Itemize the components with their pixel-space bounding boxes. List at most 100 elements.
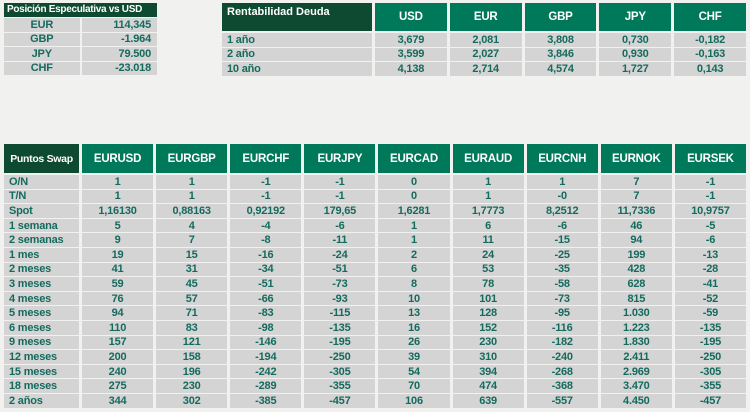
row-label: 5 meses <box>4 306 79 320</box>
table-row-2-semanas: 2 semanas 9 7 -8 -11 1 11 -15 94 -6 <box>4 233 746 247</box>
cell-value: 11 <box>452 233 524 247</box>
cell-value: 302 <box>156 393 228 408</box>
row-label: 1 año <box>222 33 372 47</box>
cell-value: -305 <box>674 364 746 379</box>
cell-value: 9 <box>82 233 154 247</box>
cell-value: -242 <box>230 364 302 379</box>
cell-value: -16 <box>230 247 302 262</box>
cell-value: 5 <box>82 218 154 233</box>
cell-value: 45 <box>156 277 228 291</box>
cell-value: -83 <box>230 306 302 320</box>
row-label: 18 meses <box>4 379 79 393</box>
cell-value: -0,163 <box>674 47 746 61</box>
row-label: 2 años <box>4 393 79 408</box>
cell-value: -305 <box>304 364 376 379</box>
rentabilidad-deuda-column-header-jpy: JPY <box>599 3 672 31</box>
table-row-2-a-o: 2 año 3,599 2,027 3,846 0,930 -0,163 <box>222 47 746 61</box>
cell-value: -66 <box>230 291 302 306</box>
puntos-swap-column-header-eurnok: EURNOK <box>600 144 672 173</box>
puntos-swap-column-header-eurusd: EURUSD <box>82 144 154 173</box>
cell-value: -51 <box>230 277 302 291</box>
row-label: 10 año <box>222 62 372 76</box>
rentabilidad-deuda-column-header-gbp: GBP <box>524 3 597 31</box>
cell-value: 0,930 <box>599 47 672 61</box>
puntos-swap-header-row: Puntos Swap EURUSD EURGBP EURCHF EURJPY EURC… <box>4 144 746 173</box>
cell-value: 1 <box>526 175 598 189</box>
cell-value: -289 <box>230 379 302 393</box>
cell-value: -11 <box>304 233 376 247</box>
puntos-swap-column-header-eurjpy: EURJPY <box>304 144 376 173</box>
cell-value: 1 <box>156 175 228 189</box>
cell-value: -1 <box>304 189 376 204</box>
cell-value: 11,7336 <box>600 204 672 218</box>
cell-value: 2,027 <box>449 47 522 61</box>
cell-value: 128 <box>452 306 524 320</box>
cell-value: 158 <box>156 350 228 364</box>
rentabilidad-deuda-table: Rentabilidad Deuda USD EUR GBP JPY CHF 1 año… <box>222 3 746 76</box>
row-label: 12 meses <box>4 350 79 364</box>
cell-value: -25 <box>526 247 598 262</box>
table-row-chf: CHF -23.018 <box>4 61 157 75</box>
cell-value: 24 <box>452 247 524 262</box>
row-label: JPY <box>4 47 80 61</box>
puntos-swap-column-header-eurchf: EURCHF <box>230 144 302 173</box>
cell-value: -135 <box>674 320 746 335</box>
table-row-4-meses: 4 meses 76 57 -66 -93 10 101 -73 815 -52 <box>4 291 746 306</box>
cell-value: -1 <box>230 189 302 204</box>
cell-value: -28 <box>674 262 746 277</box>
cell-value: -34 <box>230 262 302 277</box>
cell-value: -355 <box>304 379 376 393</box>
cell-value: -268 <box>526 364 598 379</box>
cell-value: 7 <box>600 189 672 204</box>
cell-value: 4 <box>156 218 228 233</box>
cell-value: 4,574 <box>524 62 597 76</box>
row-label: 3 meses <box>4 277 79 291</box>
cell-value: 1 <box>82 189 154 204</box>
cell-value: -73 <box>304 277 376 291</box>
cell-value: 10 <box>378 291 450 306</box>
cell-value: -1 <box>304 175 376 189</box>
rentabilidad-deuda-header-row: Rentabilidad Deuda USD EUR GBP JPY CHF <box>222 3 746 31</box>
cell-value: 70 <box>378 379 450 393</box>
cell-value: 1 <box>82 175 154 189</box>
puntos-swap-column-header-eurcad: EURCAD <box>378 144 450 173</box>
cell-value: -240 <box>526 350 598 364</box>
cell-value: 0,143 <box>674 62 746 76</box>
posicion-especulativa-rows: EUR 114,345 GBP -1.964 JPY 79.500 CHF -23.018 <box>4 18 157 75</box>
table-row-eur: EUR 114,345 <box>4 18 157 32</box>
cell-value: -8 <box>230 233 302 247</box>
cell-value: 46 <box>600 218 672 233</box>
cell-value: 240 <box>82 364 154 379</box>
cell-value: 79.500 <box>81 47 157 61</box>
cell-value: -58 <box>526 277 598 291</box>
puntos-swap-column-header-euraud: EURAUD <box>452 144 524 173</box>
cell-value: 1 <box>378 218 450 233</box>
cell-value: 1.030 <box>600 306 672 320</box>
puntos-swap-title: Puntos Swap <box>4 144 79 173</box>
cell-value: 199 <box>600 247 672 262</box>
cell-value: -194 <box>230 350 302 364</box>
row-label: CHF <box>4 61 80 75</box>
cell-value: 2,081 <box>449 33 522 47</box>
cell-value: 3,808 <box>524 33 597 47</box>
cell-value: -41 <box>674 277 746 291</box>
table-row-1-a-o: 1 año 3,679 2,081 3,808 0,730 -0,182 <box>222 33 746 47</box>
cell-value: -23.018 <box>81 61 157 75</box>
cell-value: 394 <box>452 364 524 379</box>
table-row-jpy: JPY 79.500 <box>4 47 157 61</box>
cell-value: -13 <box>674 247 746 262</box>
row-label: 15 meses <box>4 364 79 379</box>
cell-value: 815 <box>600 291 672 306</box>
cell-value: 121 <box>156 335 228 350</box>
cell-value: 0,730 <box>599 33 672 47</box>
cell-value: 1.830 <box>600 335 672 350</box>
cell-value: -146 <box>230 335 302 350</box>
cell-value: 4.450 <box>600 393 672 408</box>
cell-value: 78 <box>452 277 524 291</box>
cell-value: 57 <box>156 291 228 306</box>
puntos-swap-column-header-eursek: EURSEK <box>674 144 746 173</box>
cell-value: 1,6281 <box>378 204 450 218</box>
cell-value: 7 <box>156 233 228 247</box>
cell-value: 15 <box>156 247 228 262</box>
cell-value: 3,679 <box>375 33 447 47</box>
